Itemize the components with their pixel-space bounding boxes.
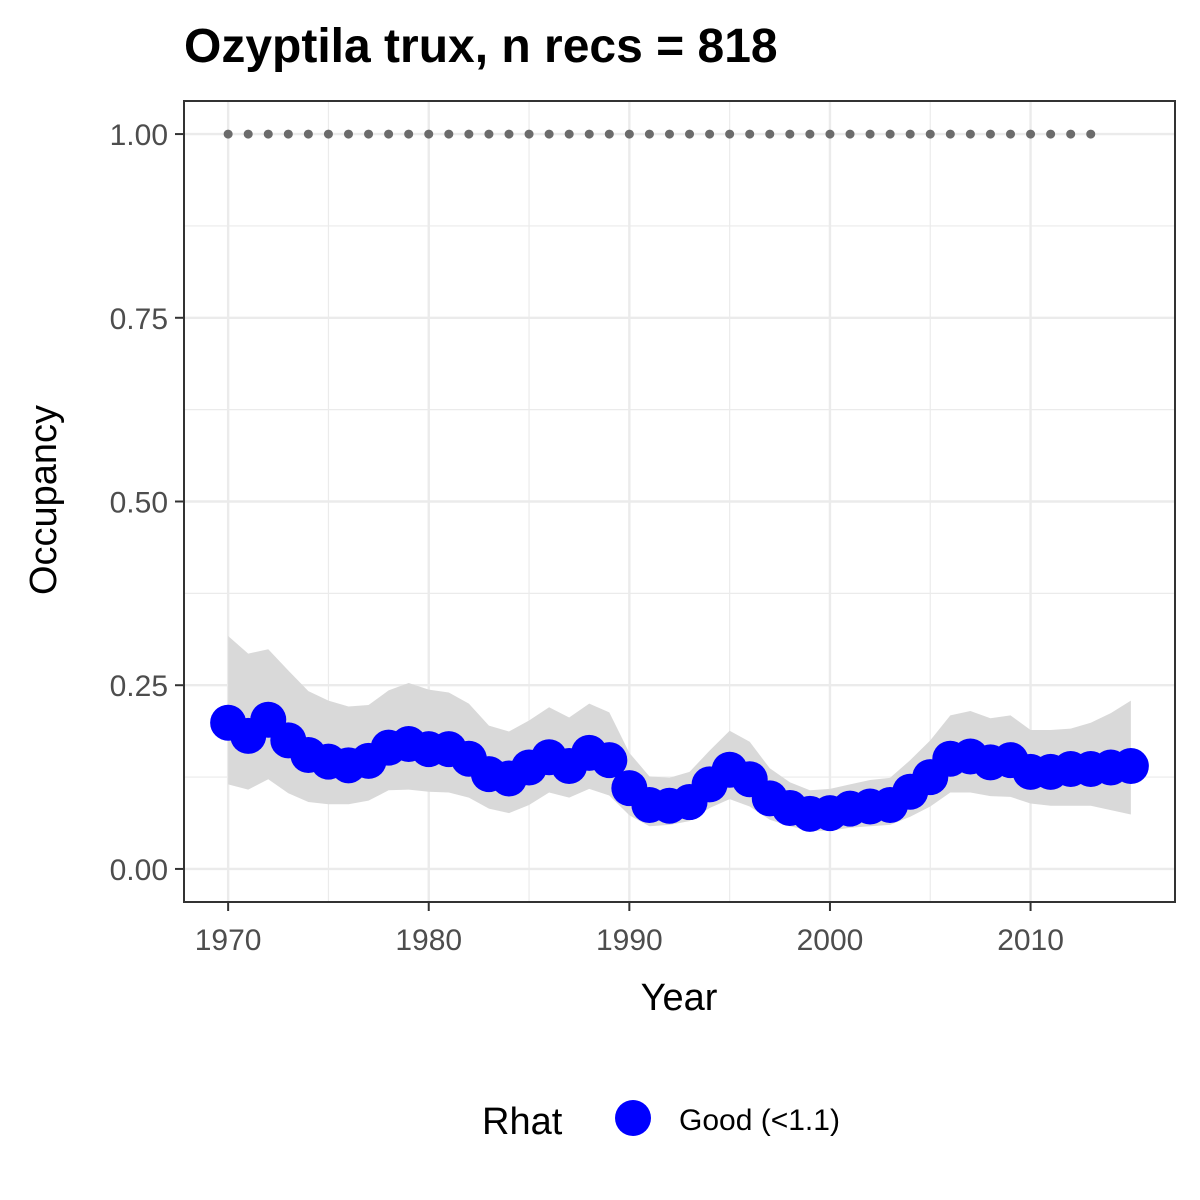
x-tick-label: 2000 bbox=[797, 924, 864, 957]
y-tick-label: 0.00 bbox=[110, 854, 168, 887]
reference-point bbox=[985, 129, 995, 139]
reference-point bbox=[1066, 129, 1076, 139]
reference-point bbox=[1006, 129, 1016, 139]
reference-point bbox=[685, 129, 695, 139]
reference-point bbox=[564, 129, 574, 139]
reference-point bbox=[444, 129, 454, 139]
y-tick-label: 1.00 bbox=[110, 119, 168, 152]
reference-point bbox=[604, 129, 614, 139]
reference-point bbox=[845, 129, 855, 139]
reference-point bbox=[464, 129, 474, 139]
reference-point bbox=[805, 129, 815, 139]
reference-point bbox=[504, 129, 514, 139]
x-tick-label: 1990 bbox=[596, 924, 663, 957]
reference-point bbox=[725, 129, 735, 139]
data-point bbox=[591, 742, 628, 779]
legend-label-good: Good (<1.1) bbox=[679, 1104, 840, 1137]
reference-point bbox=[484, 129, 494, 139]
reference-point bbox=[1046, 129, 1056, 139]
reference-point bbox=[223, 129, 233, 139]
reference-point bbox=[705, 129, 715, 139]
legend-key-good bbox=[615, 1100, 651, 1136]
x-axis-title: Year bbox=[641, 977, 718, 1019]
reference-point bbox=[785, 129, 795, 139]
reference-point bbox=[825, 129, 835, 139]
reference-point bbox=[865, 129, 875, 139]
reference-point bbox=[1086, 129, 1096, 139]
y-axis-title: Occupancy bbox=[23, 405, 65, 595]
data-point bbox=[1112, 748, 1149, 785]
reference-point bbox=[885, 129, 895, 139]
x-axis: 1970 1980 1990 2000 2010 bbox=[195, 902, 1064, 957]
reference-point bbox=[424, 129, 434, 139]
legend: Rhat Good (<1.1) bbox=[482, 1100, 840, 1143]
reference-point bbox=[664, 129, 674, 139]
reference-point bbox=[263, 129, 273, 139]
reference-point bbox=[283, 129, 293, 139]
plot-panel bbox=[183, 100, 1176, 903]
occupancy-points bbox=[210, 701, 1149, 832]
legend-title: Rhat bbox=[482, 1101, 563, 1143]
x-tick-label: 2010 bbox=[997, 924, 1064, 957]
reference-point bbox=[745, 129, 755, 139]
y-tick-label: 0.25 bbox=[110, 670, 168, 703]
reference-point bbox=[905, 129, 915, 139]
y-tick-label: 0.75 bbox=[110, 303, 168, 336]
reference-point bbox=[303, 129, 313, 139]
reference-point bbox=[644, 129, 654, 139]
reference-point bbox=[925, 129, 935, 139]
x-tick-label: 1970 bbox=[195, 924, 262, 957]
reference-point bbox=[945, 129, 955, 139]
reference-point bbox=[343, 129, 353, 139]
reference-point bbox=[364, 129, 374, 139]
y-tick-label: 0.50 bbox=[110, 487, 168, 520]
chart-title: Ozyptila trux, n recs = 818 bbox=[184, 20, 778, 73]
reference-point bbox=[584, 129, 594, 139]
reference-point bbox=[524, 129, 534, 139]
reference-point bbox=[544, 129, 554, 139]
reference-point bbox=[384, 129, 394, 139]
reference-point bbox=[765, 129, 775, 139]
reference-point bbox=[1026, 129, 1036, 139]
reference-points bbox=[223, 129, 1096, 139]
y-axis: 0.00 0.25 0.50 0.75 1.00 bbox=[110, 119, 184, 887]
x-tick-label: 1980 bbox=[395, 924, 462, 957]
reference-point bbox=[404, 129, 414, 139]
reference-point bbox=[624, 129, 634, 139]
reference-point bbox=[243, 129, 253, 139]
reference-point bbox=[323, 129, 333, 139]
reference-point bbox=[965, 129, 975, 139]
